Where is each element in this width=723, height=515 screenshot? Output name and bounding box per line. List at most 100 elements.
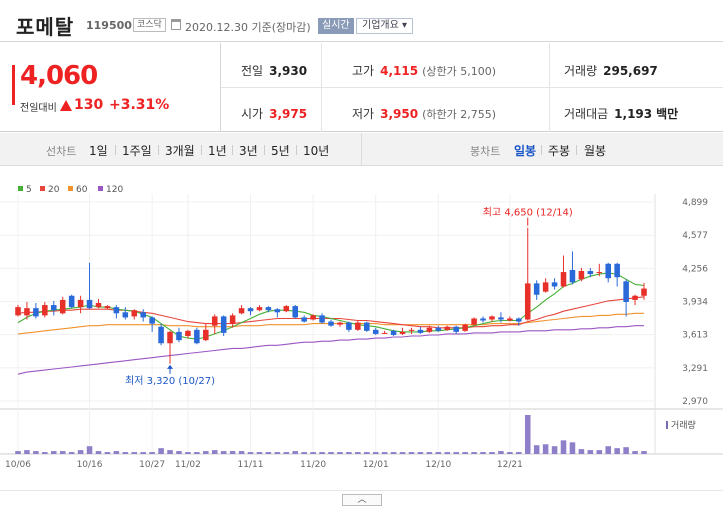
x-tick-label: 12/21 bbox=[497, 460, 523, 470]
candle-body bbox=[346, 322, 352, 330]
period-3m[interactable]: 3개월 bbox=[165, 144, 195, 158]
candle-body bbox=[50, 305, 57, 311]
volume-bar bbox=[524, 415, 531, 454]
volume-bar bbox=[247, 452, 254, 454]
candle-body bbox=[131, 310, 138, 317]
period-monthly[interactable]: 월봉 bbox=[584, 144, 607, 158]
y-tick-label: 2,970 bbox=[682, 397, 708, 407]
volume-bar bbox=[399, 452, 406, 454]
candle-body bbox=[641, 288, 647, 296]
volume-bar bbox=[471, 452, 477, 454]
low-annotation: 최저 3,320 (10/27) bbox=[125, 375, 215, 387]
volume-bar bbox=[551, 446, 558, 454]
candle-chart-label: 봉차트 bbox=[470, 145, 501, 158]
volume-bar bbox=[113, 451, 120, 454]
y-tick-label: 4,256 bbox=[682, 264, 708, 274]
realtime-button[interactable]: 실시간 bbox=[318, 18, 354, 34]
volume-bar bbox=[131, 452, 138, 454]
volume-bar bbox=[596, 450, 603, 454]
period-1w[interactable]: 1주일 bbox=[122, 144, 152, 158]
period-weekly[interactable]: 주봉 bbox=[548, 144, 571, 158]
quote-date: 2020.12.30 기준(장마감) bbox=[185, 21, 311, 34]
volume-bar bbox=[444, 452, 451, 454]
y-tick-label: 3,613 bbox=[682, 331, 708, 341]
bottom-divider bbox=[0, 490, 723, 491]
volume-bar bbox=[33, 451, 39, 454]
volume-bar bbox=[122, 452, 129, 454]
volume-bar bbox=[417, 452, 424, 454]
period-1d[interactable]: 1일 bbox=[89, 144, 108, 158]
candle-body bbox=[283, 306, 290, 312]
up-triangle-icon bbox=[60, 100, 72, 111]
y-tick-label: 4,899 bbox=[682, 198, 708, 208]
period-1y[interactable]: 1년 bbox=[208, 144, 227, 158]
volume-bar bbox=[390, 452, 397, 454]
volume-bar bbox=[238, 451, 245, 454]
candle-body bbox=[498, 317, 504, 320]
candle-body bbox=[167, 331, 173, 344]
candle-body bbox=[444, 326, 451, 330]
candle-body bbox=[68, 295, 75, 308]
volume-bar bbox=[569, 442, 576, 454]
volume-bar bbox=[328, 452, 334, 454]
candle-body bbox=[355, 322, 361, 330]
volume-bar bbox=[24, 450, 30, 454]
volume-bar bbox=[140, 452, 146, 454]
volume-bar bbox=[346, 452, 352, 454]
volume-bar bbox=[301, 452, 307, 454]
period-daily[interactable]: 일봉 bbox=[514, 144, 537, 158]
candle-body bbox=[15, 307, 21, 316]
y-tick-label: 4,577 bbox=[682, 231, 708, 241]
volume-bar bbox=[185, 452, 191, 454]
candle-body bbox=[122, 312, 129, 318]
y-tick-label: 3,934 bbox=[682, 298, 708, 308]
volume: 거래량 295,697 bbox=[564, 64, 658, 78]
volume-bar bbox=[507, 452, 513, 454]
candle-body bbox=[247, 308, 254, 312]
candle-body bbox=[310, 315, 316, 320]
change-label: 전일대비 bbox=[20, 103, 57, 114]
candle-body bbox=[211, 316, 218, 326]
period-3y[interactable]: 3년 bbox=[239, 144, 258, 158]
chart-toolbar: 선차트 1일 1주일 3개월 1년 3년 5년 10년 봉차트 일봉 주봉 월봉 bbox=[0, 133, 723, 166]
volume-bar bbox=[614, 448, 620, 454]
volume-bar bbox=[578, 449, 585, 454]
volume-bar bbox=[274, 452, 281, 454]
candle-body bbox=[238, 308, 245, 314]
candle-body bbox=[542, 282, 549, 292]
volume-bar bbox=[542, 444, 549, 454]
volume-bar bbox=[211, 450, 218, 454]
volume-bar bbox=[15, 451, 21, 454]
period-10y[interactable]: 10년 bbox=[303, 144, 330, 158]
candle-body bbox=[516, 318, 522, 322]
volume-bar bbox=[59, 451, 66, 454]
candle-body bbox=[319, 315, 325, 323]
volume-bar bbox=[77, 450, 84, 454]
company-overview-dropdown[interactable]: 기업개요 ▾ bbox=[356, 18, 413, 34]
candle-body bbox=[408, 329, 415, 331]
candle-body bbox=[533, 283, 540, 295]
open-price: 시가 3,975 bbox=[241, 107, 308, 121]
candle-body bbox=[435, 327, 442, 331]
toolbar-divider bbox=[158, 145, 159, 155]
candle-body bbox=[480, 318, 486, 321]
volume-bar bbox=[435, 452, 442, 454]
volume-bar bbox=[426, 452, 433, 454]
candle-body bbox=[185, 330, 191, 337]
low-price: 저가 3,950 (하한가 2,755) bbox=[352, 107, 496, 121]
volume-bar bbox=[283, 452, 290, 454]
volume-bar bbox=[203, 451, 209, 454]
quote-panel: 4,060 전일대비 130 +3.31% 전일 3,930 시가 3,975 고가… bbox=[0, 43, 723, 132]
volume-bar bbox=[68, 452, 75, 454]
toolbar-divider bbox=[232, 145, 233, 155]
volume-bar bbox=[104, 452, 111, 454]
candle-body bbox=[256, 307, 263, 311]
candle-body bbox=[507, 318, 513, 321]
period-5y[interactable]: 5년 bbox=[271, 144, 290, 158]
volume-bar bbox=[337, 452, 343, 454]
volume-bar bbox=[453, 452, 459, 454]
candle-body bbox=[158, 326, 164, 344]
candle-body bbox=[292, 306, 299, 318]
collapse-chart-button[interactable]: ︿ bbox=[342, 494, 382, 506]
